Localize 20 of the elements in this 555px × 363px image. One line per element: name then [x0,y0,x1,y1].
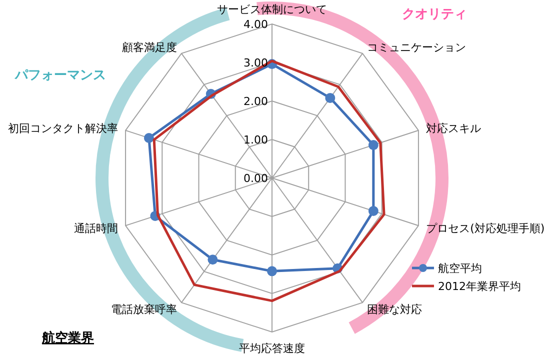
spoke-label: 初回コンタクト解決率 [8,122,118,135]
spoke-label: 平均応答速度 [239,342,305,355]
spoke-label: 困難な対応 [367,303,422,316]
y-tick-label: 2.00 [244,95,268,108]
text: クオリティ [402,7,467,22]
spoke-label: 対応スキル [426,122,482,135]
legend-label: 航空平均 [438,262,482,275]
spoke-label: 顧客満足度 [122,40,177,54]
spoke-label: プロセス(対応処理手順) [426,222,545,236]
y-tick-label: 4.00 [244,18,268,31]
y-tick-label: 1.00 [244,134,268,146]
y-tick-label: 0.00 [244,172,268,185]
legend-label: 2012年業界平均 [438,280,521,293]
text: 航空業界 [41,330,94,346]
y-tick-label: 3.00 [244,56,268,70]
text: パフォーマンス [14,68,106,83]
spoke-label: 通話時間 [74,222,118,236]
spoke-label: コミュニケーション [367,40,466,54]
spoke-label: 電話放棄呼率 [110,303,177,316]
spoke-label: サービス体制について [217,3,327,16]
